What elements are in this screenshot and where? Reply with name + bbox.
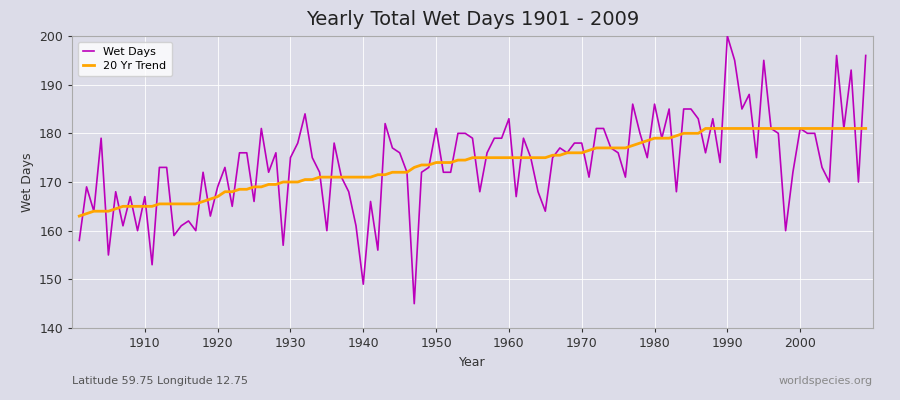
Wet Days [74, 238, 85, 243]
20 Yr Trend [700, 126, 711, 131]
20 Yr Trend [860, 126, 871, 131]
20 Yr Trend [496, 155, 507, 160]
Legend: Wet Days, 20 Yr Trend: Wet Days, 20 Yr Trend [77, 42, 172, 76]
Text: worldspecies.org: worldspecies.org [778, 376, 873, 386]
Wet Days [132, 228, 143, 233]
20 Yr Trend [336, 175, 346, 180]
Wet Days [503, 116, 514, 121]
20 Yr Trend [74, 214, 85, 218]
Text: Latitude 59.75 Longitude 12.75: Latitude 59.75 Longitude 12.75 [72, 376, 248, 386]
Y-axis label: Wet Days: Wet Days [21, 152, 33, 212]
Wet Days [860, 53, 871, 58]
20 Yr Trend [503, 155, 514, 160]
20 Yr Trend [292, 180, 303, 184]
Line: 20 Yr Trend: 20 Yr Trend [79, 128, 866, 216]
Wet Days [292, 141, 303, 146]
Wet Days [598, 126, 609, 131]
Wet Days [511, 194, 522, 199]
Wet Days [336, 175, 346, 180]
Title: Yearly Total Wet Days 1901 - 2009: Yearly Total Wet Days 1901 - 2009 [306, 10, 639, 29]
X-axis label: Year: Year [459, 356, 486, 368]
20 Yr Trend [132, 204, 143, 209]
Line: Wet Days: Wet Days [79, 36, 866, 304]
Wet Days [409, 301, 419, 306]
20 Yr Trend [591, 146, 602, 150]
Wet Days [722, 34, 733, 38]
